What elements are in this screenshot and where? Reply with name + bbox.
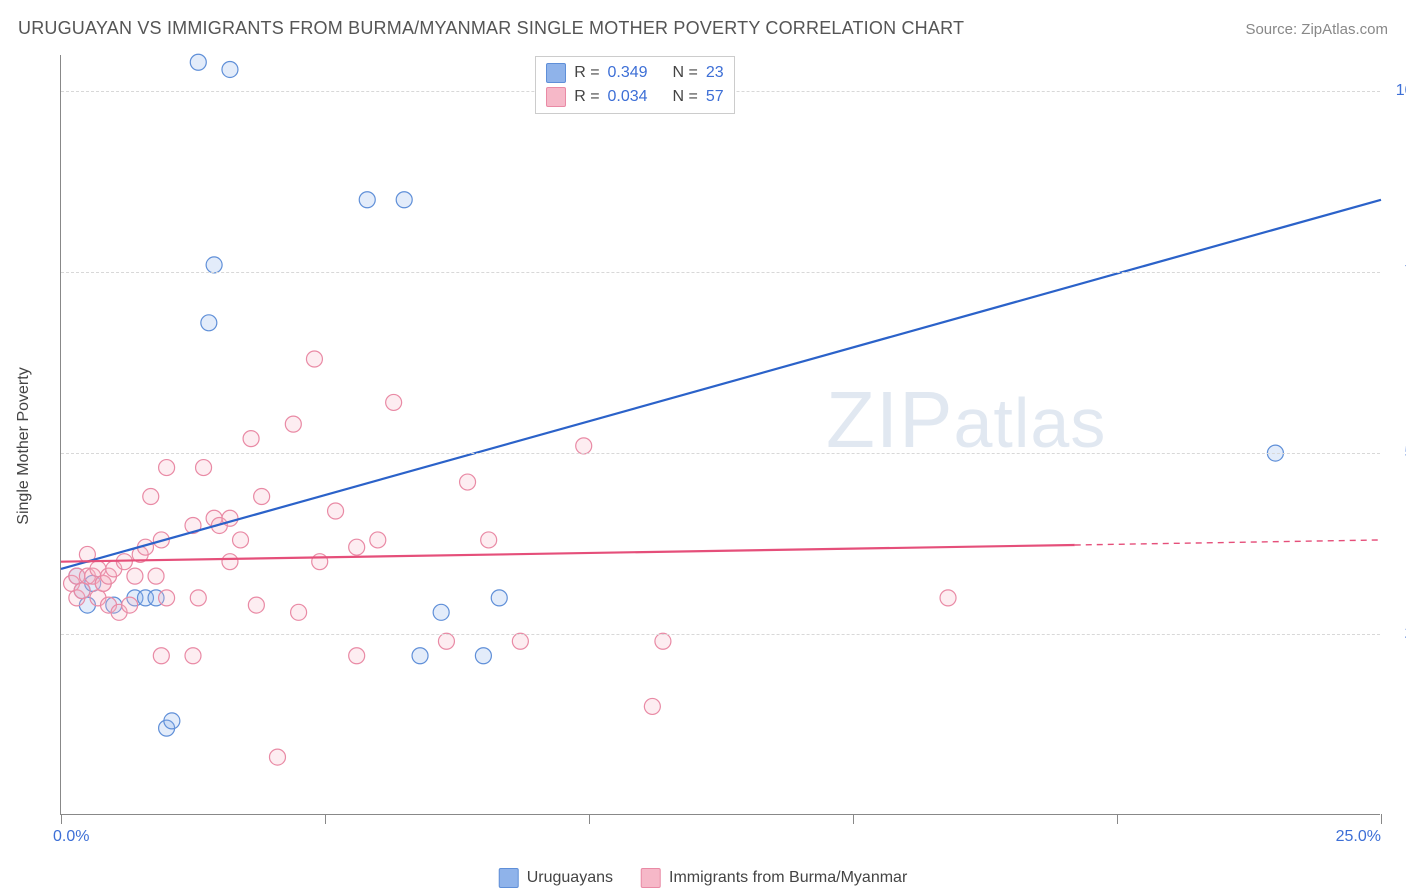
scatter-point <box>433 604 449 620</box>
y-tick-label: 25.0% <box>1390 625 1406 643</box>
scatter-point <box>201 315 217 331</box>
x-tick <box>1381 814 1382 824</box>
scatter-point <box>460 474 476 490</box>
scatter-point <box>196 460 212 476</box>
scatter-point <box>412 648 428 664</box>
scatter-point <box>491 590 507 606</box>
scatter-point <box>349 648 365 664</box>
scatter-point <box>206 257 222 273</box>
scatter-point <box>359 192 375 208</box>
x-tick <box>325 814 326 824</box>
scatter-point <box>481 532 497 548</box>
y-axis-label: Single Mother Poverty <box>15 367 33 524</box>
scatter-point <box>233 532 249 548</box>
scatter-point <box>248 597 264 613</box>
legend-stats-row: R =0.034 N =57 <box>546 85 723 109</box>
source-label: Source: ZipAtlas.com <box>1245 21 1388 38</box>
scatter-point <box>512 633 528 649</box>
legend-item-uruguayans: Uruguayans <box>499 868 613 888</box>
plot-area: ZIPatlas 25.0%50.0%75.0%100.0%0.0%25.0% <box>60 55 1380 815</box>
y-tick-label: 50.0% <box>1390 444 1406 462</box>
scatter-point <box>222 554 238 570</box>
scatter-point <box>438 633 454 649</box>
scatter-point <box>185 648 201 664</box>
x-tick-label: 25.0% <box>1336 828 1381 846</box>
legend-label: Uruguayans <box>527 869 613 887</box>
scatter-point <box>396 192 412 208</box>
legend-stats-row: R =0.349 N =23 <box>546 61 723 85</box>
swatch-icon <box>499 868 519 888</box>
gridline <box>61 453 1380 454</box>
scatter-point <box>159 460 175 476</box>
scatter-point <box>576 438 592 454</box>
legend-stats: R =0.349 N =23R =0.034 N =57 <box>535 56 734 114</box>
scatter-point <box>370 532 386 548</box>
scatter-point <box>127 568 143 584</box>
y-tick-label: 75.0% <box>1390 263 1406 281</box>
scatter-point <box>190 54 206 70</box>
scatter-point <box>159 590 175 606</box>
scatter-point <box>386 394 402 410</box>
scatter-point <box>243 431 259 447</box>
gridline <box>61 272 1380 273</box>
scatter-point <box>74 583 90 599</box>
chart-svg <box>61 55 1380 814</box>
scatter-point <box>254 489 270 505</box>
scatter-point <box>285 416 301 432</box>
legend-item-burma: Immigrants from Burma/Myanmar <box>641 868 907 888</box>
scatter-point <box>475 648 491 664</box>
scatter-point <box>190 590 206 606</box>
y-tick-label: 100.0% <box>1390 82 1406 100</box>
x-tick <box>61 814 62 824</box>
swatch-icon <box>641 868 661 888</box>
scatter-point <box>312 554 328 570</box>
trend-line <box>61 545 1075 562</box>
scatter-point <box>306 351 322 367</box>
x-tick <box>1117 814 1118 824</box>
scatter-point <box>291 604 307 620</box>
x-tick <box>589 814 590 824</box>
swatch-icon <box>546 63 566 83</box>
scatter-point <box>222 61 238 77</box>
legend-bottom: Uruguayans Immigrants from Burma/Myanmar <box>499 868 908 888</box>
scatter-point <box>122 597 138 613</box>
scatter-point <box>940 590 956 606</box>
chart-title: URUGUAYAN VS IMMIGRANTS FROM BURMA/MYANM… <box>18 18 964 39</box>
scatter-point <box>644 698 660 714</box>
scatter-point <box>164 713 180 729</box>
legend-label: Immigrants from Burma/Myanmar <box>669 869 907 887</box>
trend-line <box>61 200 1381 569</box>
scatter-point <box>148 568 164 584</box>
gridline <box>61 634 1380 635</box>
x-tick-label: 0.0% <box>53 828 89 846</box>
scatter-point <box>655 633 671 649</box>
swatch-icon <box>546 87 566 107</box>
trend-line-dashed <box>1075 540 1381 545</box>
x-tick <box>853 814 854 824</box>
scatter-point <box>328 503 344 519</box>
scatter-point <box>269 749 285 765</box>
scatter-point <box>349 539 365 555</box>
scatter-point <box>153 648 169 664</box>
scatter-point <box>143 489 159 505</box>
